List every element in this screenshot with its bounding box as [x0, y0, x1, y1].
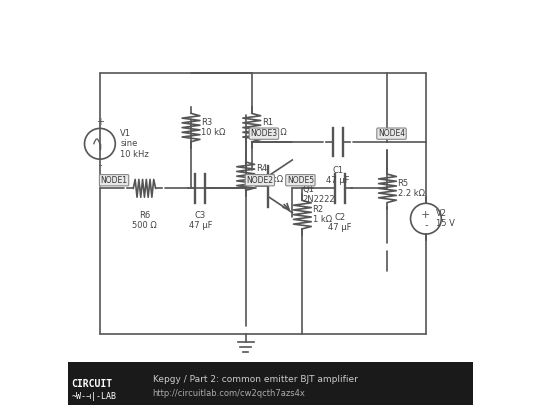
Text: Kepgy / Part 2: common emitter BJT amplifier: Kepgy / Part 2: common emitter BJT ampli…	[153, 375, 357, 384]
Text: +: +	[96, 117, 104, 127]
Text: +: +	[421, 210, 430, 220]
Text: CIRCUIT: CIRCUIT	[71, 379, 113, 388]
Text: R6
500 Ω: R6 500 Ω	[132, 211, 157, 230]
Text: V2
15 V: V2 15 V	[436, 209, 455, 228]
Text: NODE2: NODE2	[246, 176, 273, 185]
Text: -: -	[98, 160, 102, 170]
Text: Q1
2N2222: Q1 2N2222	[302, 185, 335, 204]
Text: -: -	[424, 220, 428, 230]
Text: R1
100 Ω: R1 100 Ω	[262, 118, 287, 137]
Text: C2
47 μF: C2 47 μF	[328, 213, 352, 232]
Text: ~W-⊣|-LAB: ~W-⊣|-LAB	[71, 392, 117, 401]
FancyBboxPatch shape	[68, 362, 472, 405]
Text: http://circuitlab.com/cw2qcth7azs4x: http://circuitlab.com/cw2qcth7azs4x	[153, 389, 306, 398]
Text: NODE5: NODE5	[287, 176, 314, 185]
Text: R2
1 kΩ: R2 1 kΩ	[313, 205, 332, 224]
Text: C3
47 μF: C3 47 μF	[188, 211, 212, 230]
Text: NODE1: NODE1	[100, 176, 127, 185]
Text: R3
10 kΩ: R3 10 kΩ	[201, 118, 226, 137]
Text: V1
sine
10 kHz: V1 sine 10 kHz	[120, 129, 149, 159]
Text: R4
4.7 kΩ: R4 4.7 kΩ	[256, 164, 283, 184]
Text: R5
2.2 kΩ: R5 2.2 kΩ	[397, 179, 424, 198]
Text: NODE3: NODE3	[251, 129, 278, 138]
Text: C1
47 μF: C1 47 μF	[326, 166, 350, 185]
Text: NODE4: NODE4	[378, 129, 405, 138]
